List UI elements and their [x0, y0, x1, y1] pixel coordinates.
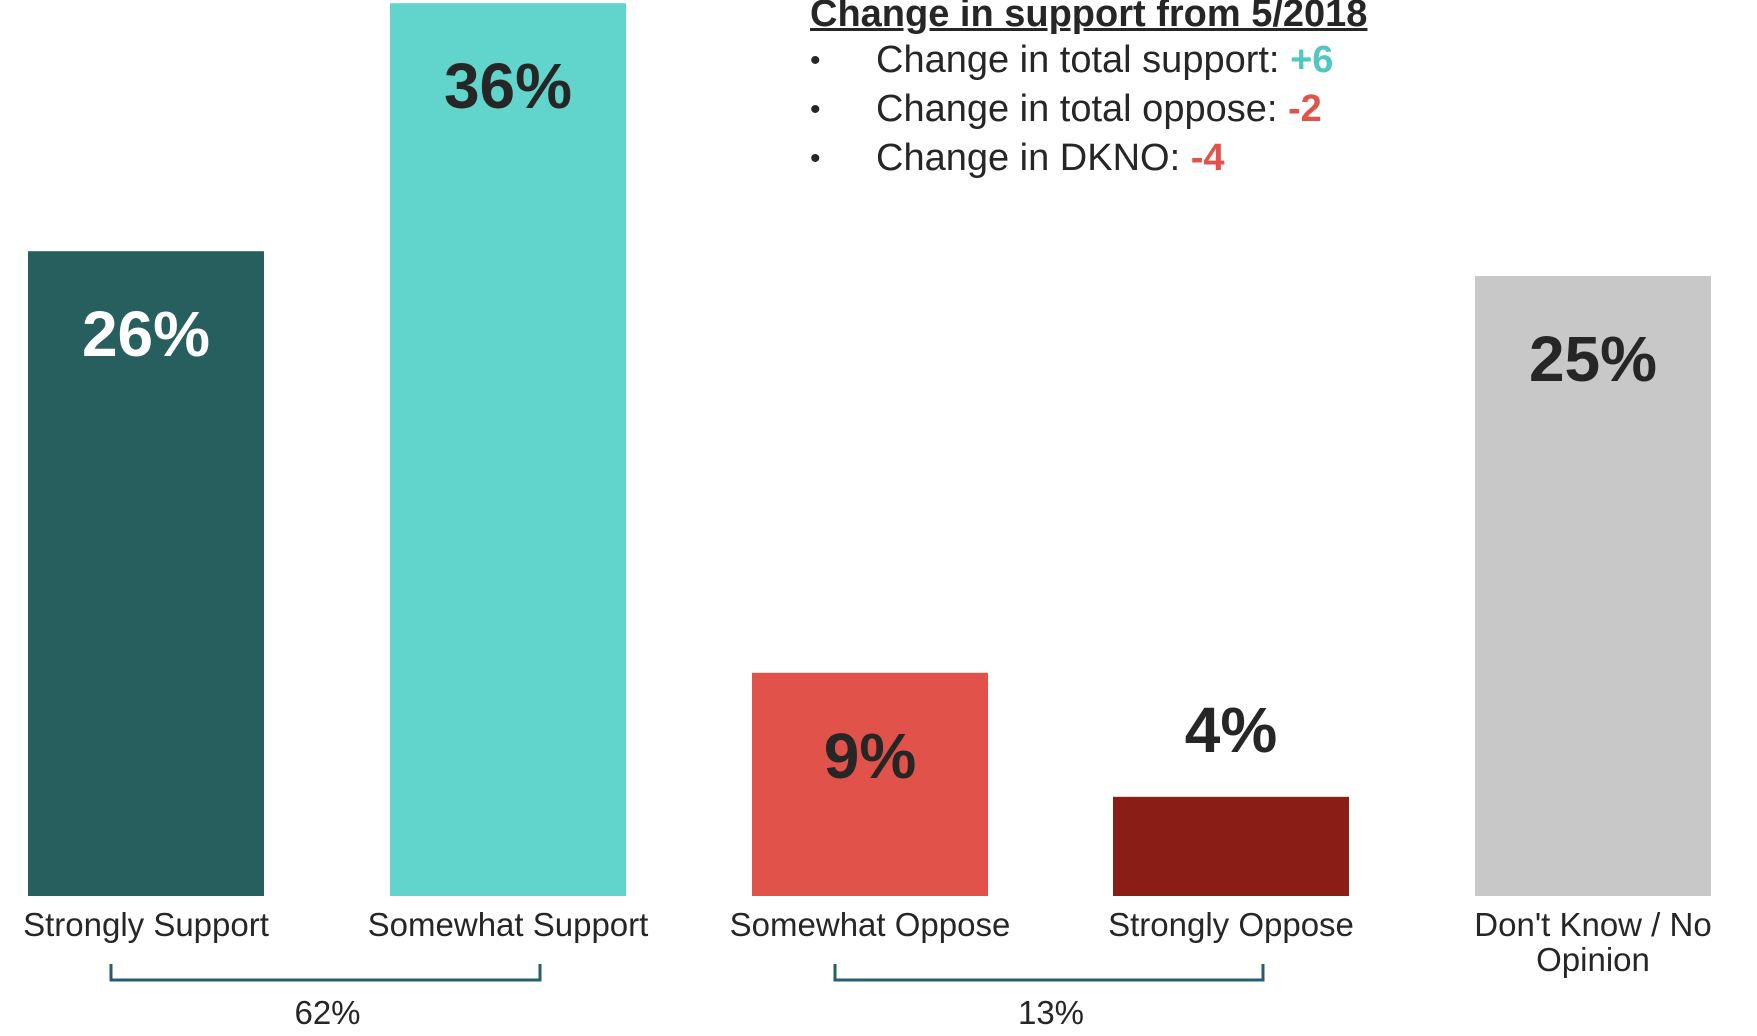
data-label-4: 25% [1529, 323, 1657, 395]
data-label-3: 4% [1185, 694, 1278, 766]
change-item-oppose: • Change in total oppose: -2 [810, 85, 1710, 134]
change-item-label: Change in DKNO: [876, 137, 1191, 179]
group-label-1: 13% [1018, 994, 1084, 1031]
change-item-value: +6 [1290, 39, 1334, 81]
change-item-dkno: • Change in DKNO: -4 [810, 134, 1710, 183]
data-label-0: 26% [82, 298, 210, 370]
category-label-0: Strongly Support [23, 906, 269, 943]
change-item-label: Change in total oppose: [876, 88, 1288, 130]
group-label-0: 62% [294, 994, 360, 1031]
category-label-4: Don't Know / No [1474, 906, 1711, 943]
bar-4 [1475, 276, 1711, 896]
data-label-1: 36% [444, 50, 572, 122]
category-label-4: Opinion [1536, 941, 1650, 978]
category-label-3: Strongly Oppose [1108, 906, 1354, 943]
bar-2 [752, 672, 988, 896]
bar-0 [28, 251, 264, 896]
category-label-1: Somewhat Support [368, 906, 649, 943]
bar-1 [390, 3, 626, 896]
bullet-icon: • [810, 44, 821, 77]
bullet-icon: • [810, 93, 821, 126]
change-item-label: Change in total support: [876, 39, 1291, 81]
change-item-value: -4 [1190, 137, 1225, 179]
change-summary: Change in support from 5/2018 • Change in… [810, 0, 1710, 183]
change-summary-title: Change in support from 5/2018 [810, 0, 1368, 35]
group-bracket-0 [109, 964, 542, 982]
change-item-value: -2 [1287, 88, 1322, 130]
bar-3 [1113, 796, 1349, 896]
group-bracket-1 [833, 964, 1265, 982]
bullet-icon: • [810, 142, 821, 175]
data-label-2: 9% [824, 720, 917, 792]
change-list: • Change in total support: +6 • Change in … [810, 36, 1710, 183]
change-item-support: • Change in total support: +6 [810, 36, 1710, 85]
category-label-2: Somewhat Oppose [730, 906, 1011, 943]
